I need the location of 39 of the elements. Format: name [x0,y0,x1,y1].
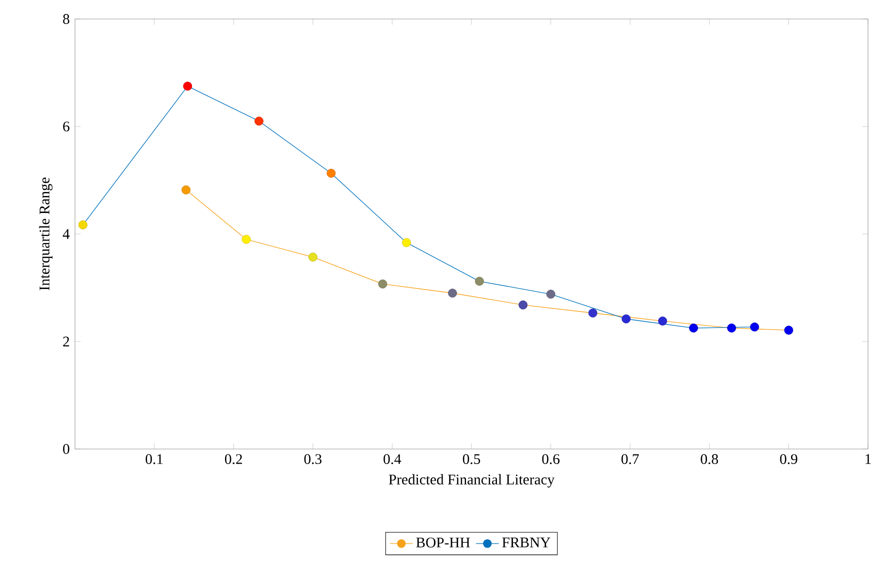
legend-label: FRBNY [502,538,550,548]
x-tick-label: 1 [866,454,871,464]
y-tick-label: 0 [63,444,70,454]
point [518,300,528,310]
x-tick-label: 0.6 [542,454,560,464]
point [588,308,598,318]
point [750,322,760,332]
point [474,276,484,286]
point [546,290,556,299]
point [727,324,736,333]
y-tick-label: 2 [63,336,70,346]
point [378,280,388,288]
point [254,116,264,126]
y-axis-title: Interquartile Range [39,178,52,290]
x-tick-label: 0.3 [304,454,322,464]
point [326,168,336,178]
x-tick-label: 0.2 [225,454,242,464]
y-tick-label: 4 [62,229,70,239]
x-axis-title: Predicted Financial Literacy [388,474,555,488]
point [402,238,411,248]
x-tick-label: 0.8 [700,454,718,464]
x-tick-label: 0.5 [462,454,480,464]
point [242,234,251,244]
x-tick-label: 0.9 [780,454,798,464]
y-tick-label: 6 [63,122,70,132]
point [308,252,318,262]
point [448,288,457,298]
x-tick-label: 0.1 [146,454,163,464]
point [78,220,88,230]
point [182,185,190,194]
point [622,314,631,324]
y-tick-label: 8 [63,14,70,24]
point [183,82,192,91]
point [784,326,794,335]
point [689,324,698,333]
point [658,316,668,326]
x-tick-label: 0.4 [384,454,402,464]
legend-label: BOP-HH [416,538,470,548]
x-tick-label: 0.7 [622,454,639,464]
